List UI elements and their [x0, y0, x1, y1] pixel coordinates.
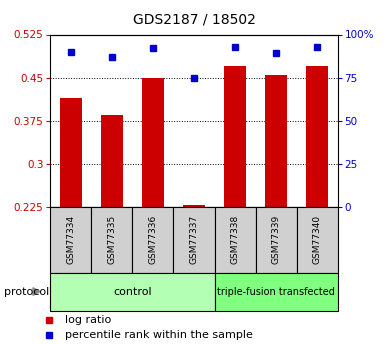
Text: log ratio: log ratio [65, 315, 111, 325]
Bar [224, 66, 246, 207]
Bar [50, 273, 215, 310]
Bar [296, 207, 338, 273]
Bar [142, 78, 164, 207]
Text: GSM77334: GSM77334 [66, 215, 75, 264]
Bar [50, 207, 92, 273]
Text: GDS2187 / 18502: GDS2187 / 18502 [133, 12, 255, 26]
Text: control: control [113, 287, 152, 296]
Text: GSM77338: GSM77338 [230, 215, 239, 264]
Text: protocol: protocol [4, 287, 49, 296]
Text: percentile rank within the sample: percentile rank within the sample [65, 330, 253, 340]
Bar [256, 207, 296, 273]
Text: GSM77340: GSM77340 [313, 215, 322, 264]
Bar [215, 207, 256, 273]
Bar [215, 273, 338, 310]
Bar [100, 115, 123, 207]
Bar [183, 205, 205, 207]
Text: GSM77335: GSM77335 [107, 215, 116, 264]
Bar [265, 75, 287, 207]
Bar [132, 207, 173, 273]
Text: GSM77339: GSM77339 [272, 215, 281, 264]
Text: GSM77336: GSM77336 [149, 215, 158, 264]
Bar [173, 207, 215, 273]
Bar [92, 207, 132, 273]
Text: triple-fusion transfected: triple-fusion transfected [217, 287, 335, 296]
Text: GSM77337: GSM77337 [189, 215, 199, 264]
Bar [306, 66, 328, 207]
Bar [60, 98, 82, 207]
